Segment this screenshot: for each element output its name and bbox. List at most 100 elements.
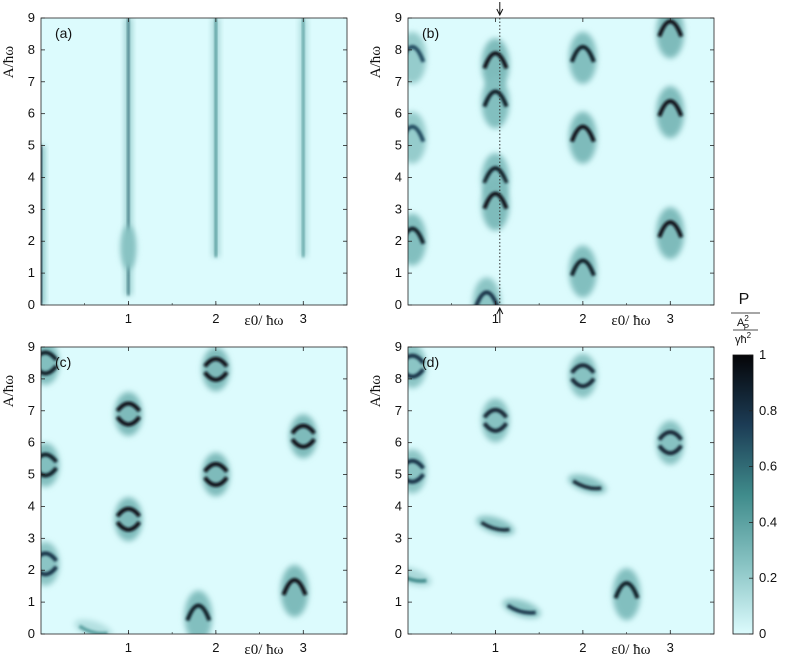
colorbar-tick-label: 0.2 [759, 570, 777, 585]
y-tick-label: 1 [28, 265, 35, 280]
heatmap-feature-arc [656, 18, 685, 59]
y-tick-label: 9 [395, 339, 402, 354]
x-axis-label: ε0/ ħω [244, 313, 283, 329]
plot-background [41, 18, 347, 305]
heatmap-feature-ring [656, 420, 685, 465]
x-tick-label: 1 [492, 311, 499, 326]
y-tick-label: 2 [28, 233, 35, 248]
y-tick-label: 9 [395, 10, 402, 25]
x-tick-label: 3 [300, 640, 307, 655]
heatmap-feature-ring [289, 414, 318, 459]
colorbar-unit-num: A2 P [737, 314, 749, 332]
panel-a: 0 1 2 3 4 5 6 7 8 9 1 2 3 (a) A/ħω ε0/ ħω [1, 10, 348, 329]
heatmap-feature-smear [74, 619, 113, 634]
heatmap-feature-ring [114, 497, 143, 542]
y-tick-label: 6 [28, 106, 35, 121]
colorbar-tick-label: 0.4 [759, 514, 777, 529]
y-tick-label: 4 [395, 498, 402, 513]
panel-label: (d) [422, 354, 439, 370]
y-tick-label: 0 [28, 297, 35, 312]
y-tick-label: 4 [395, 169, 402, 184]
y-tick-label: 1 [395, 265, 402, 280]
panel-label: (c) [55, 354, 71, 370]
y-tick-label: 0 [28, 626, 35, 641]
colorbar-title: P [739, 291, 750, 308]
heatmap-feature-ring [201, 347, 230, 392]
heatmap-feature-ring [41, 442, 60, 487]
heatmap-feature-ring [41, 541, 60, 586]
heatmap-feature-ring [408, 347, 427, 389]
heatmap-feature-smear [502, 598, 541, 619]
heatmap-feature-ring [41, 347, 60, 385]
colorbar-tick-label: 0.8 [759, 403, 777, 418]
heatmap-feature-arc [481, 38, 510, 91]
y-axis-label: A/ħω [1, 375, 17, 408]
panel-c: 0 1 2 3 4 5 6 7 8 9 1 2 3 (c) A/ħω ε0/ ħω [1, 339, 348, 658]
x-tick-label: 3 [667, 311, 674, 326]
y-tick-label: 3 [28, 201, 35, 216]
heatmap-feature-arc [184, 590, 213, 634]
arrow-up-icon [496, 306, 504, 323]
plot-frame [40, 17, 348, 306]
y-tick-label: 3 [395, 201, 402, 216]
heatmap-feature-ring [408, 449, 427, 494]
x-tick-label: 2 [579, 640, 586, 655]
heatmap-feature-arc [280, 564, 309, 617]
heatmap-feature-ring [481, 398, 510, 443]
y-tick-label: 0 [395, 626, 402, 641]
y-tick-label: 9 [28, 10, 35, 25]
y-tick-label: 2 [395, 562, 402, 577]
y-tick-label: 8 [28, 371, 35, 386]
heatmap-feature-arc [481, 76, 510, 129]
plot-background [408, 18, 714, 305]
heatmap-feature-streak [124, 18, 133, 296]
x-tick-label: 1 [125, 640, 132, 655]
heatmap-feature-streak [299, 18, 308, 258]
panel-label: (a) [55, 25, 72, 41]
colorbar-tick-label: 1 [759, 347, 766, 362]
colorbar-tick-label: 0 [759, 626, 766, 641]
y-tick-label: 7 [28, 74, 35, 89]
x-tick-label: 3 [300, 311, 307, 326]
x-tick-label: 3 [667, 640, 674, 655]
y-tick-label: 9 [28, 339, 35, 354]
y-tick-label: 2 [28, 562, 35, 577]
plot-frame [407, 346, 715, 635]
heatmap-feature-arc [481, 178, 510, 231]
heatmap-feature-arc [408, 111, 427, 164]
y-tick-label: 5 [28, 467, 35, 482]
colorbar-tick-label: 0.6 [759, 459, 777, 474]
y-tick-label: 2 [395, 233, 402, 248]
y-tick-label: 6 [28, 435, 35, 450]
x-tick-label: 2 [212, 311, 219, 326]
plot-background [408, 347, 714, 634]
arrow-down-icon [496, 2, 504, 17]
y-tick-label: 1 [28, 594, 35, 609]
heatmap-feature-ring [568, 353, 597, 398]
heatmap-feature-arc [612, 568, 641, 621]
y-tick-label: 7 [395, 74, 402, 89]
heatmap-feature-smear [476, 515, 515, 536]
y-tick-label: 8 [28, 42, 35, 57]
heatmap-feature-arc [568, 245, 597, 298]
panel-label: (b) [422, 25, 439, 41]
x-axis-label: ε0/ ħω [611, 313, 650, 329]
y-axis-label: A/ħω [1, 46, 17, 79]
plot-frame [40, 346, 348, 635]
y-tick-label: 4 [28, 498, 35, 513]
heatmap-feature-streak [41, 145, 45, 305]
panel-d: 0 1 2 3 4 5 6 7 8 9 1 2 3 (d) A/ħω ε0/ ħω [368, 339, 715, 658]
heatmap-feature-arc [656, 207, 685, 260]
y-axis-label: A/ħω [368, 375, 384, 408]
y-axis-label: A/ħω [368, 46, 384, 79]
y-tick-label: 6 [395, 106, 402, 121]
colorbar-unit-den: γħ2 [735, 331, 752, 346]
y-tick-label: 8 [395, 42, 402, 57]
heatmap-feature-ring [114, 391, 143, 436]
colorbar-unit: A2 P γħ2 [733, 314, 758, 346]
heatmap-feature-smear [568, 474, 607, 494]
heatmap-feature-streak [211, 18, 220, 258]
heatmap-feature-smear [408, 566, 432, 587]
heatmap-feature-arc [472, 277, 501, 305]
heatmap-feature-blob [120, 225, 137, 270]
